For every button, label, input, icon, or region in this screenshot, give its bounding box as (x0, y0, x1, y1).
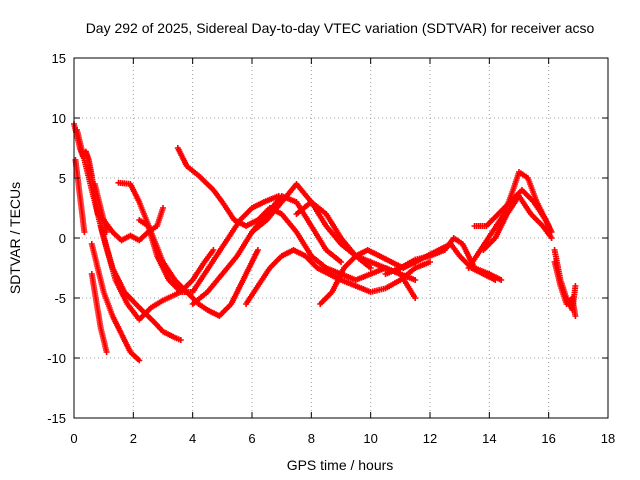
plus-markers (72, 157, 88, 235)
series-sat-q (382, 235, 505, 283)
x-tick-label: 0 (70, 431, 77, 446)
y-tick-label: -10 (47, 351, 66, 366)
x-tick-label: 6 (248, 431, 255, 446)
series-sat-f (88, 241, 143, 364)
y-tick-label: 5 (59, 171, 66, 186)
plus-markers (88, 271, 110, 355)
plus-markers (88, 241, 143, 364)
x-axis-label: GPS time / hours (287, 457, 394, 473)
series-sat-t (480, 193, 555, 253)
y-tick-label: 0 (59, 231, 66, 246)
series-sat-v (551, 259, 579, 319)
x-tick-label: 14 (482, 431, 496, 446)
plus-markers (480, 193, 555, 253)
series-sat-g (97, 223, 184, 343)
x-tick-label: 2 (130, 431, 137, 446)
axis-ticks: 0 2 4 6 8 10 12 14 16 18 15 10 5 0 -5 -10 -15 (47, 51, 615, 446)
plus-markers (97, 223, 184, 343)
x-tick-label: 12 (423, 431, 437, 446)
y-tick-label: 15 (52, 51, 66, 66)
plus-markers (174, 145, 419, 301)
x-tick-label: 10 (363, 431, 377, 446)
x-tick-label: 4 (189, 431, 196, 446)
chart-title: Day 292 of 2025, Sidereal Day-to-day VTE… (86, 20, 595, 36)
plus-markers (471, 187, 555, 235)
y-tick-label: -5 (54, 291, 66, 306)
y-axis-label: SDTVAR / TECUs (7, 182, 23, 294)
series-sat-k (174, 145, 419, 301)
y-tick-label: 10 (52, 111, 66, 126)
plus-markers (382, 235, 505, 283)
series-sat-s (471, 187, 555, 235)
series-sat-p (293, 199, 374, 271)
series-sat-e (88, 271, 110, 355)
data-points (71, 121, 579, 364)
x-tick-label: 8 (308, 431, 315, 446)
x-tick-label: 16 (541, 431, 555, 446)
x-tick-label: 18 (601, 431, 615, 446)
y-tick-label: -15 (47, 411, 66, 426)
series-sat-b (72, 157, 88, 235)
plus-markers (551, 259, 579, 319)
plus-markers (293, 199, 374, 271)
